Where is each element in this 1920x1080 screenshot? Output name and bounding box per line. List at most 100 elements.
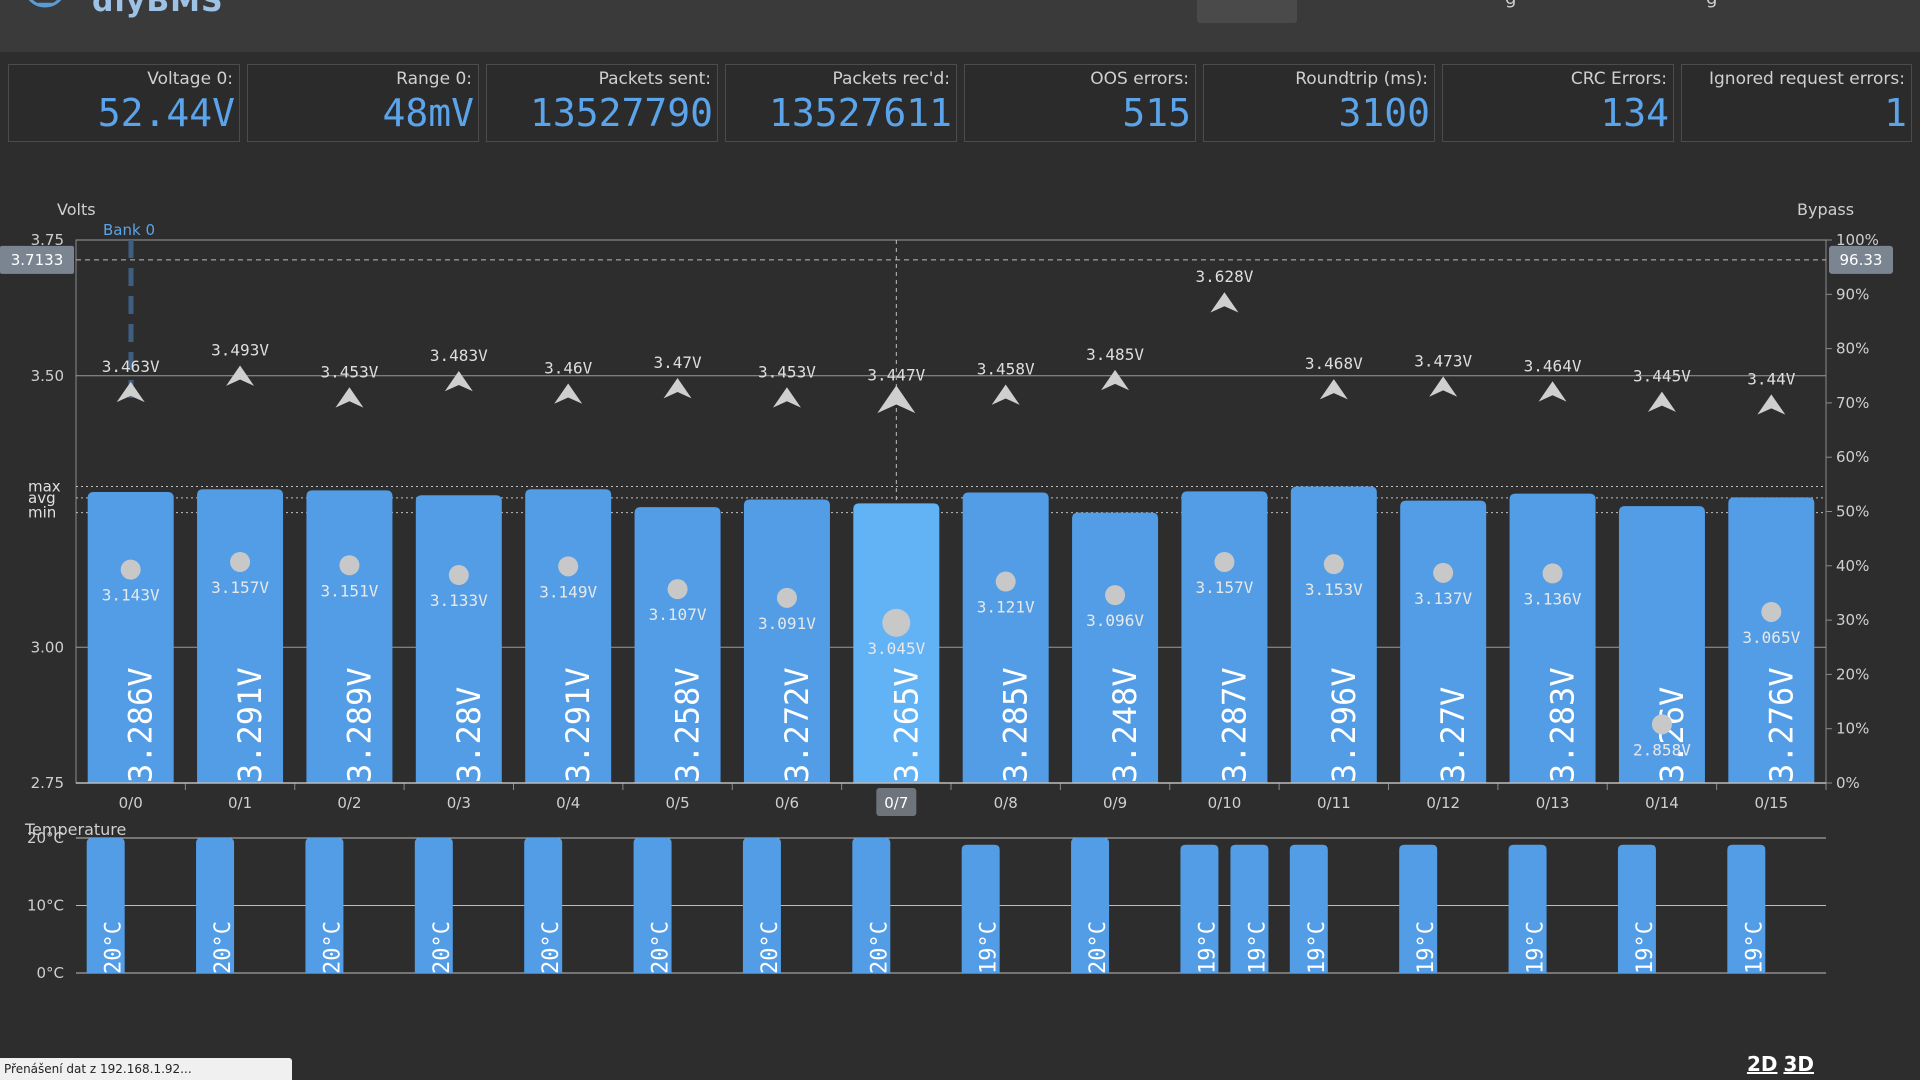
max-voltage-label: 3.473V [1414, 351, 1472, 370]
stat-value: 48mV [382, 91, 474, 135]
voltage-bar [415, 495, 502, 783]
cursor-marker-right [1829, 245, 1893, 274]
category-label: 0/14 [1645, 794, 1679, 812]
temperature-label: 19°C [1633, 921, 1658, 974]
y2-tick-label: 10% [1836, 720, 1869, 738]
min-voltage-marker [339, 555, 360, 576]
bar-value-label: 3.265V [887, 667, 925, 783]
y2-tick-label: 20% [1836, 665, 1869, 683]
category-label: 0/12 [1426, 794, 1460, 812]
temperature-bar [1071, 838, 1110, 973]
min-voltage-label: 2.858V [1633, 740, 1691, 759]
temperature-bar [961, 844, 1000, 973]
voltage-bar [306, 490, 393, 783]
view-2d-link[interactable]: 2D [1746, 1052, 1778, 1076]
status-bar: Přenášení dat z 192.168.1.92... [0, 1058, 292, 1080]
temperature-label: 19°C [1524, 921, 1549, 974]
view-3d-link[interactable]: 3D [1783, 1052, 1814, 1076]
y2-tick-label: 0% [1836, 774, 1860, 792]
bar-value-label: 3.289V [340, 667, 378, 783]
max-voltage-marker [554, 383, 583, 404]
cursor-value-right: 96.33 [1840, 251, 1883, 269]
voltage-bar [525, 489, 612, 783]
y-axis-title: Volts [57, 200, 96, 219]
min-voltage-marker [667, 579, 688, 600]
temperature-label: 20°C [430, 921, 455, 974]
category-label: 0/8 [994, 794, 1018, 812]
stat-label: OOS errors: [1090, 69, 1189, 89]
category-label: 0/13 [1536, 794, 1570, 812]
y2-tick-label: 100% [1836, 231, 1879, 249]
stat-value: 3100 [1338, 91, 1430, 135]
min-voltage-label: 3.149V [539, 582, 597, 601]
stat-value: 52.44V [97, 91, 235, 135]
voltage-bar [634, 507, 721, 783]
temperature-bar [414, 838, 453, 973]
category-label: 0/7 [884, 794, 908, 812]
bar-value-label: 3.26V [1653, 687, 1691, 783]
max-voltage-marker [444, 370, 473, 392]
reference-label-min: min [28, 504, 56, 522]
category-label: 0/4 [556, 794, 580, 812]
max-voltage-marker [1429, 376, 1458, 397]
temperature-label: 19°C [1305, 921, 1330, 974]
nav-link-fragment[interactable]: g [1706, 0, 1717, 9]
category-label: 0/6 [775, 794, 799, 812]
nav-link-fragment[interactable]: g [1505, 0, 1516, 9]
max-voltage-marker [772, 387, 801, 408]
temperature-bar [1508, 844, 1547, 973]
temperature-label: 20°C [867, 921, 892, 974]
stat-label: Roundtrip (ms): [1295, 69, 1428, 89]
bar-value-label: 3.287V [1215, 667, 1253, 783]
stat-oos-errors: OOS errors: 515 [964, 64, 1196, 142]
y2-tick-label: 80% [1836, 340, 1869, 358]
temperature-label: 20°C [211, 921, 236, 974]
min-voltage-label: 3.121V [977, 598, 1035, 617]
temperature-label: 19°C [1414, 921, 1439, 974]
top-navbar: diyBMS g g [0, 0, 1920, 52]
min-voltage-label: 3.151V [321, 581, 379, 600]
y2-axis-title: Bypass [1797, 200, 1854, 219]
temperature-bar [196, 838, 235, 973]
temperature-chart[interactable]: Temperature 20°C10°C0°C 20°C 20°C 20°C 20°C… [0, 820, 1920, 982]
stat-label: CRC Errors: [1570, 69, 1667, 89]
y2-tick-label: 90% [1836, 285, 1869, 303]
min-voltage-marker [558, 556, 579, 577]
bar-value-label: 3.272V [778, 667, 816, 783]
temperature-label: 19°C [1195, 921, 1220, 974]
max-voltage-label: 3.464V [1524, 356, 1582, 375]
min-voltage-marker [776, 587, 797, 608]
min-voltage-label: 3.096V [1086, 611, 1144, 630]
voltage-bar [853, 503, 940, 783]
bar-value-label: 3.285V [997, 667, 1035, 783]
min-voltage-label: 3.157V [211, 578, 269, 597]
temperature-tick-label: 10°C [27, 897, 64, 915]
min-voltage-marker [120, 559, 141, 580]
voltage-bar [1618, 506, 1705, 783]
y2-tick-label: 50% [1836, 503, 1869, 521]
voltage-bar [197, 489, 284, 783]
voltage-chart[interactable]: Volts Bypass 3.75 3.50 3.00 2.75 100% 90% 80% 7… [0, 190, 1920, 820]
min-voltage-label: 3.091V [758, 614, 816, 633]
min-voltage-label: 3.137V [1414, 589, 1472, 608]
bar-value-label: 3.248V [1106, 667, 1144, 783]
temperature-label: 20°C [539, 921, 564, 974]
bar-value-label: 3.283V [1544, 667, 1582, 783]
bank-label: Bank 0 [103, 221, 155, 239]
max-voltage-label: 3.46V [544, 358, 593, 377]
stat-label: Voltage 0: [147, 69, 233, 89]
stat-value: 13527790 [529, 91, 713, 135]
y2-tick-label: 30% [1836, 611, 1869, 629]
stat-voltage: Voltage 0: 52.44V [8, 64, 240, 142]
min-voltage-marker [1433, 562, 1454, 583]
stat-range: Range 0: 48mV [247, 64, 479, 142]
voltage-bar [962, 492, 1049, 783]
nav-button[interactable] [1197, 0, 1297, 23]
max-voltage-marker [1101, 369, 1130, 391]
max-voltage-marker [226, 365, 255, 386]
temperature-tick-label: 20°C [27, 829, 64, 847]
temperature-bar [742, 838, 781, 973]
max-voltage-label: 3.447V [867, 366, 925, 385]
voltage-bar [1290, 486, 1377, 783]
category-label: 0/1 [228, 794, 252, 812]
